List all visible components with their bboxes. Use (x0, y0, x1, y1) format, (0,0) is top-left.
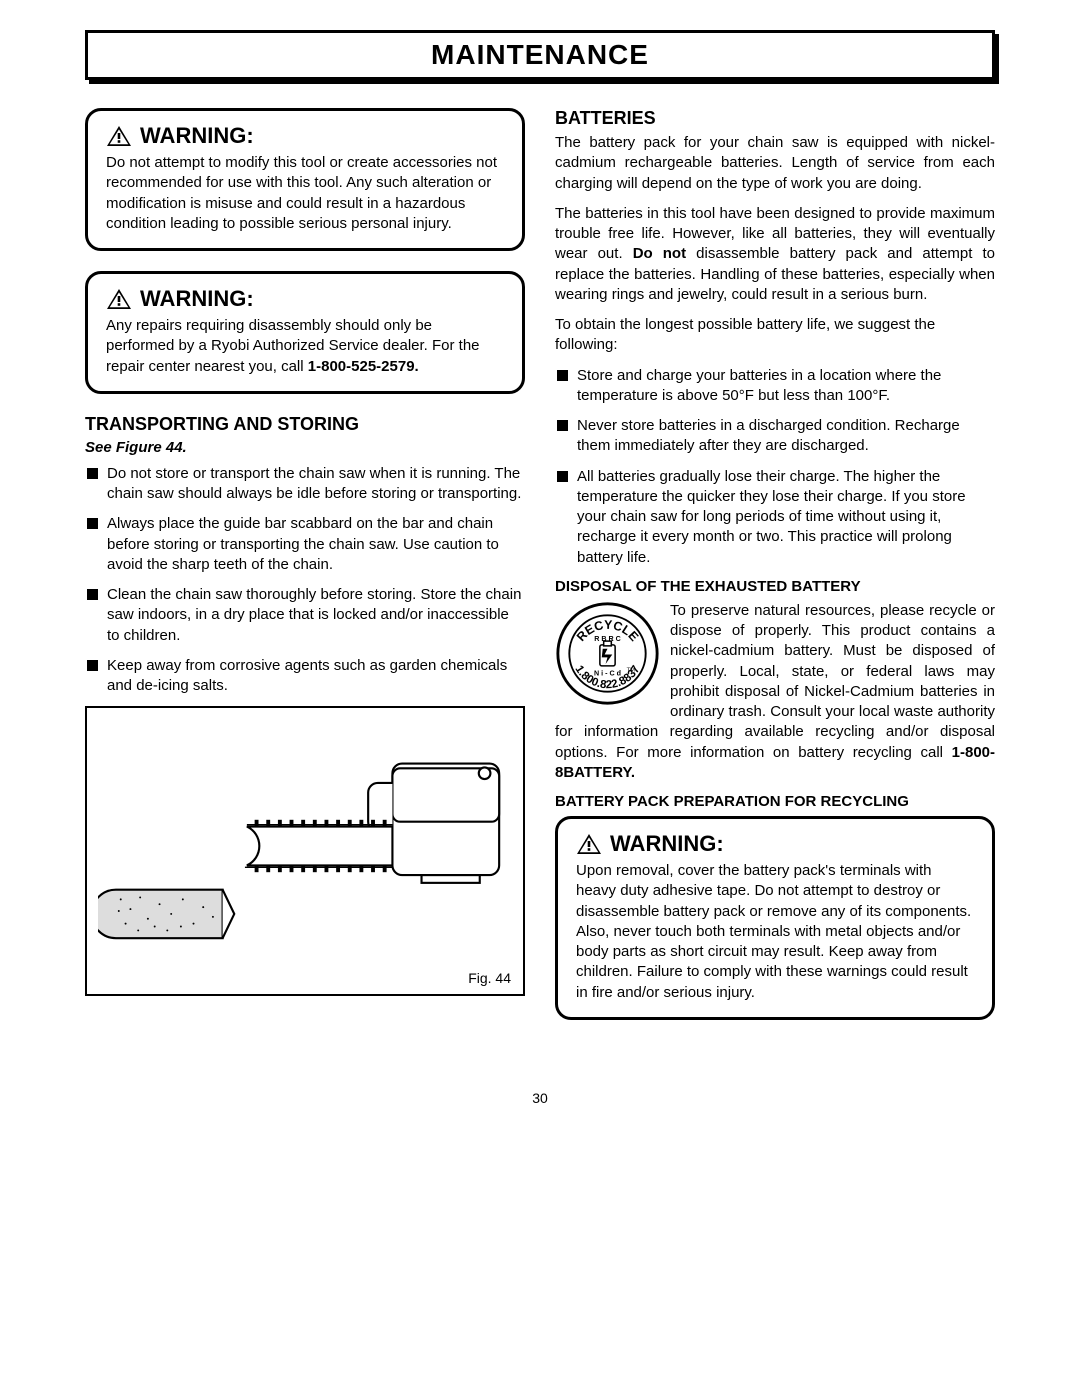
see-figure-ref: See Figure 44. (85, 439, 525, 456)
page-title-bar: MAINTENANCE (85, 30, 995, 80)
warning-header: WARNING: (106, 123, 504, 149)
warning-header: WARNING: (576, 831, 974, 857)
batteries-p2: The batteries in this tool have been des… (555, 204, 995, 305)
heading-batteries: BATTERIES (555, 108, 995, 129)
recycle-seal-icon: RECYCLE 1.800.822.8837 R B R C N i - C d… (555, 601, 660, 706)
warning-text-a: Any repairs requiring disassembly should… (106, 317, 480, 375)
page-number: 30 (85, 1090, 995, 1106)
list-item: Keep away from corrosive agents such as … (85, 656, 525, 697)
warning-text: Upon removal, cover the battery pack's t… (576, 861, 974, 1003)
list-item: Always place the guide bar scabbard on t… (85, 514, 525, 575)
heading-disposal: DISPOSAL OF THE EXHAUSTED BATTERY (555, 578, 995, 595)
heading-prep-recycling: BATTERY PACK PREPARATION FOR RECYCLING (555, 793, 995, 810)
warning-text: Any repairs requiring disassembly should… (106, 316, 504, 377)
batteries-p1: The battery pack for your chain saw is e… (555, 133, 995, 194)
warning-label: WARNING: (140, 286, 254, 312)
repair-phone: 1-800-525-2579. (308, 358, 419, 375)
left-column: WARNING: Do not attempt to modify this t… (85, 108, 525, 1040)
list-item: Store and charge your batteries in a loc… (555, 366, 995, 407)
warning-label: WARNING: (610, 831, 724, 857)
batteries-p2-bold: Do not (633, 245, 686, 262)
list-item: Do not store or transport the chain saw … (85, 464, 525, 505)
battery-tips-list: Store and charge your batteries in a loc… (555, 366, 995, 568)
heading-transporting: TRANSPORTING AND STORING (85, 414, 525, 435)
figure-44-box: Fig. 44 (85, 706, 525, 996)
batteries-p3: To obtain the longest possible battery l… (555, 315, 995, 356)
list-item: All batteries gradually lose their charg… (555, 467, 995, 568)
chainsaw-illustration (98, 715, 512, 987)
warning-icon (106, 287, 132, 311)
right-column: BATTERIES The battery pack for your chai… (555, 108, 995, 1040)
list-item: Never store batteries in a discharged co… (555, 416, 995, 457)
warning-icon (576, 832, 602, 856)
warning-icon (106, 124, 132, 148)
warning-box-recycling: WARNING: Upon removal, cover the battery… (555, 816, 995, 1020)
figure-caption: Fig. 44 (468, 970, 511, 986)
svg-text:TM: TM (627, 667, 635, 673)
content-columns: WARNING: Do not attempt to modify this t… (85, 108, 995, 1040)
list-item: Clean the chain saw thoroughly before st… (85, 585, 525, 646)
warning-box-modify: WARNING: Do not attempt to modify this t… (85, 108, 525, 251)
warning-header: WARNING: (106, 286, 504, 312)
warning-label: WARNING: (140, 123, 254, 149)
transport-list: Do not store or transport the chain saw … (85, 464, 525, 697)
page-title: MAINTENANCE (88, 39, 992, 71)
warning-text: Do not attempt to modify this tool or cr… (106, 153, 504, 234)
warning-box-repairs: WARNING: Any repairs requiring disassemb… (85, 271, 525, 394)
recycle-block: RECYCLE 1.800.822.8837 R B R C N i - C d… (555, 601, 995, 783)
recycle-chem: N i - C d (594, 669, 621, 677)
